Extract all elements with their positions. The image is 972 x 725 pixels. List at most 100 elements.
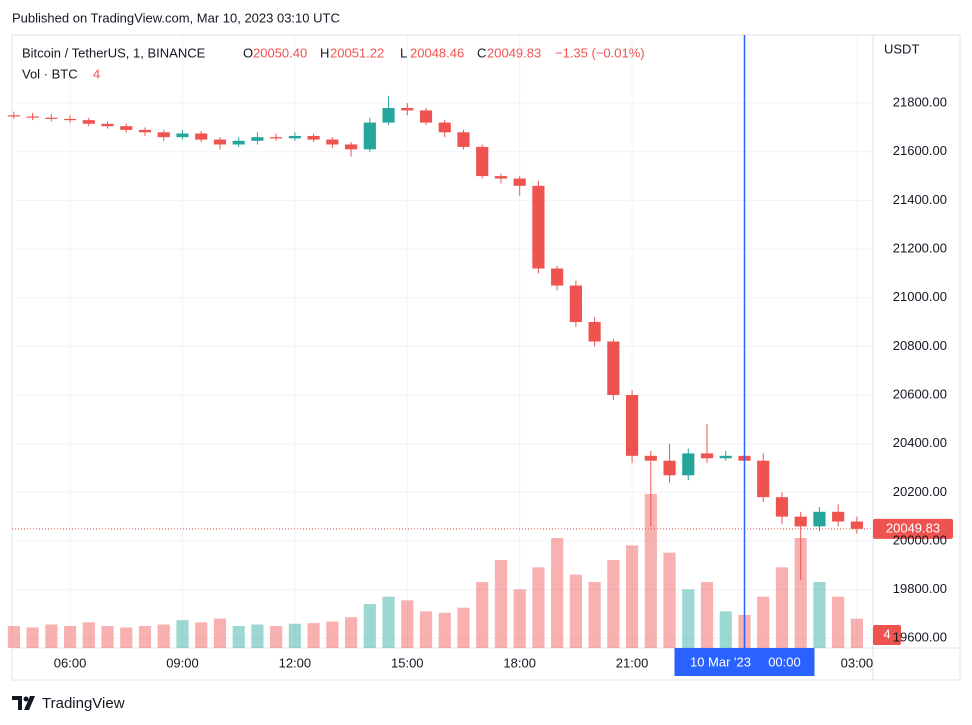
candle-body — [832, 511, 845, 522]
x-tick-label: 03:00 — [841, 655, 874, 670]
x-tick-label: 12:00 — [279, 655, 312, 670]
volume-bar — [663, 552, 676, 648]
volume-bar — [326, 621, 339, 648]
volume-bar — [457, 607, 470, 648]
volume-bar — [45, 624, 58, 648]
y-tick-label: 19600.00 — [893, 630, 947, 645]
volume-bar — [232, 626, 245, 648]
volume-bar — [532, 567, 545, 648]
x-tick-label: 18:00 — [503, 655, 536, 670]
volume-bar — [382, 596, 395, 648]
candle-body — [363, 122, 376, 150]
y-tick-label: 20200.00 — [893, 484, 947, 499]
volume-bar — [157, 624, 170, 648]
candle-body — [476, 146, 489, 177]
candle-body — [157, 132, 170, 138]
candle-body — [344, 144, 358, 150]
candle-body — [251, 137, 264, 141]
volume-bar — [120, 627, 133, 648]
volume-bar — [419, 611, 433, 648]
x-tick-label: 15:00 — [391, 655, 424, 670]
volume-bar — [494, 560, 508, 648]
crosshair-date: 10 Mar '23 — [690, 654, 751, 669]
y-tick-label: 19800.00 — [893, 581, 947, 596]
volume-bar — [757, 596, 770, 648]
x-tick-label: 09:00 — [166, 655, 199, 670]
volume-bar — [270, 626, 283, 648]
candle-body — [45, 117, 58, 119]
volume-badge-label: 4 — [883, 626, 890, 641]
candle-body — [438, 122, 451, 133]
x-tick-label: 21:00 — [616, 655, 649, 670]
candle-body — [270, 137, 283, 139]
logo — [12, 696, 35, 710]
candle-body — [120, 126, 133, 130]
candle-body — [26, 116, 39, 118]
volume-bar — [607, 560, 620, 648]
published-note: Published on TradingView.com, Mar 10, 20… — [12, 10, 340, 25]
candle-body — [232, 140, 245, 145]
legend-value: 20050.40 — [253, 45, 307, 60]
y-unit: USDT — [884, 41, 919, 56]
volume-bar — [644, 494, 657, 648]
volume-bar — [775, 567, 789, 648]
x-tick-label: 06:00 — [54, 655, 87, 670]
volume-bar — [307, 623, 320, 648]
brand: TradingView — [42, 695, 125, 712]
y-tick-label: 20800.00 — [893, 338, 947, 353]
candle-body — [644, 455, 657, 461]
crosshair-badge — [674, 648, 815, 676]
volume-bar — [569, 574, 582, 648]
volume-bar — [588, 582, 601, 648]
y-tick-label: 21800.00 — [893, 95, 947, 110]
volume-bar — [719, 611, 732, 648]
volume-bar — [82, 622, 95, 648]
candle-body — [569, 285, 582, 323]
volume-bar — [101, 626, 114, 648]
volume-bar — [195, 622, 208, 648]
candle-body — [663, 460, 676, 476]
candle-body — [625, 395, 639, 456]
volume-badge — [873, 625, 901, 645]
candle-body — [494, 176, 508, 179]
volume-bar — [700, 582, 714, 648]
chart-title: Bitcoin / TetherUS, 1, BINANCE — [22, 45, 206, 60]
y-tick-label: 21400.00 — [893, 192, 947, 207]
candle-body — [551, 268, 564, 286]
candle-body — [382, 107, 395, 123]
candle-body — [82, 120, 95, 124]
y-tick-label: 20400.00 — [893, 435, 947, 450]
candle-body — [195, 133, 208, 140]
volume-bar — [344, 617, 358, 648]
volume-bar — [813, 582, 826, 648]
volume-bar — [832, 596, 845, 648]
candle-body — [607, 341, 620, 396]
candle-body — [401, 107, 414, 111]
volume-bar — [476, 582, 489, 648]
volume-bar — [438, 612, 451, 648]
volume-bar — [850, 618, 863, 648]
candle-body — [288, 135, 301, 139]
candle-body — [588, 322, 601, 342]
candle-body — [7, 115, 20, 117]
volume-bar — [251, 624, 264, 648]
candle-body — [213, 139, 227, 145]
volume-bar — [363, 604, 376, 648]
y-tick-label: 20000.00 — [893, 532, 947, 547]
volume-bar — [213, 618, 227, 648]
crosshair-time: 00:00 — [768, 654, 801, 669]
y-tick-label: 20600.00 — [893, 386, 947, 401]
volume-bar — [401, 600, 414, 648]
legend-label: H — [320, 45, 329, 60]
volume-bar — [682, 589, 695, 648]
volume-bar — [138, 626, 152, 648]
y-tick-label: 21200.00 — [893, 241, 947, 256]
candle-body — [700, 453, 714, 459]
volume-bar — [513, 589, 526, 648]
legend-value: 20048.46 — [410, 45, 464, 60]
candle-body — [757, 460, 770, 498]
volume-value: 4 — [93, 66, 100, 81]
candle-body — [513, 178, 526, 186]
volume-title: Vol · BTC — [22, 66, 78, 81]
